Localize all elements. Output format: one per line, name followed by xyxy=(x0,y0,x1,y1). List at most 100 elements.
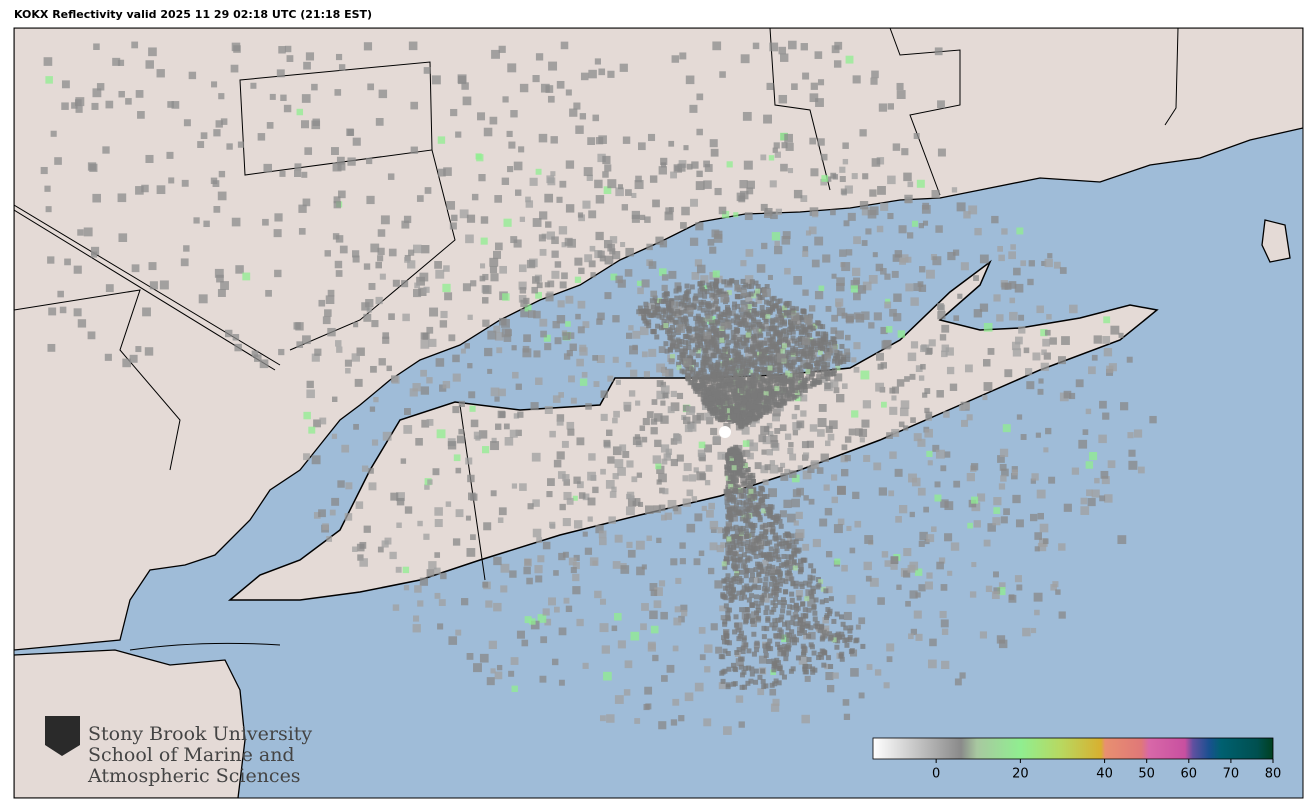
echo xyxy=(663,298,669,304)
echo xyxy=(294,163,302,171)
echo xyxy=(802,669,808,675)
echo xyxy=(338,64,346,71)
echo xyxy=(702,348,708,354)
echo xyxy=(497,517,504,523)
echo xyxy=(1100,470,1109,479)
echo xyxy=(825,362,831,368)
echo xyxy=(749,671,755,677)
echo xyxy=(480,263,486,269)
echo xyxy=(712,435,720,443)
echo xyxy=(384,537,392,545)
echo xyxy=(727,466,733,472)
echo xyxy=(636,566,645,576)
echo xyxy=(566,421,575,430)
echo xyxy=(804,675,811,682)
echo xyxy=(709,345,715,351)
echo xyxy=(753,505,759,511)
echo xyxy=(750,377,756,383)
echo xyxy=(828,596,834,602)
echo xyxy=(751,404,757,410)
echo xyxy=(811,568,817,574)
echo xyxy=(828,634,834,640)
echo xyxy=(756,355,762,361)
echo xyxy=(747,369,753,375)
echo xyxy=(841,564,848,572)
echo xyxy=(773,622,779,628)
echo xyxy=(792,430,799,436)
echo xyxy=(660,385,670,395)
echo xyxy=(92,193,101,203)
echo xyxy=(791,413,798,420)
echo xyxy=(771,326,777,332)
echo xyxy=(781,643,787,649)
echo xyxy=(770,528,776,534)
echo xyxy=(749,301,755,307)
echo xyxy=(526,577,533,585)
echo xyxy=(698,292,704,298)
echo xyxy=(934,494,942,502)
echo xyxy=(1023,347,1030,354)
echo xyxy=(753,668,759,674)
echo xyxy=(905,256,912,263)
echo xyxy=(769,322,775,328)
echo xyxy=(735,303,741,309)
echo xyxy=(765,524,773,533)
echo xyxy=(776,633,782,639)
echo xyxy=(694,259,703,267)
echo xyxy=(617,467,626,476)
echo xyxy=(314,348,322,356)
echo xyxy=(322,316,331,325)
echo xyxy=(913,433,922,442)
echo xyxy=(725,682,731,688)
echo xyxy=(1010,244,1016,250)
echo xyxy=(786,536,792,542)
echo xyxy=(698,441,706,449)
echo xyxy=(735,506,741,512)
echo xyxy=(864,535,874,544)
echo xyxy=(693,371,699,377)
echo xyxy=(792,640,798,646)
echo xyxy=(564,237,573,246)
echo xyxy=(740,649,746,655)
echo xyxy=(946,366,955,375)
echo xyxy=(811,650,817,656)
echo xyxy=(695,313,701,319)
echo xyxy=(565,160,575,169)
echo xyxy=(1071,467,1080,475)
echo xyxy=(515,189,522,196)
echo xyxy=(750,491,756,497)
echo xyxy=(493,602,502,612)
echo xyxy=(494,671,503,680)
echo xyxy=(770,305,776,311)
echo xyxy=(551,250,559,258)
echo xyxy=(697,391,703,397)
echo xyxy=(867,209,877,219)
echo xyxy=(650,418,658,425)
echo xyxy=(793,520,799,526)
echo xyxy=(992,517,1001,526)
echo xyxy=(820,324,826,330)
echo xyxy=(600,413,608,421)
echo xyxy=(785,340,791,346)
echo xyxy=(475,153,482,160)
echo xyxy=(926,572,933,579)
echo xyxy=(419,577,429,586)
echo xyxy=(769,552,775,558)
echo xyxy=(707,385,713,391)
echo xyxy=(744,294,753,303)
title: KOKX Reflectivity valid 2025 11 29 02:18… xyxy=(14,8,372,21)
echo xyxy=(506,130,513,138)
echo xyxy=(722,619,728,625)
echo xyxy=(729,487,735,493)
echo xyxy=(736,647,742,653)
echo xyxy=(760,425,770,435)
echo xyxy=(818,404,827,412)
echo xyxy=(674,343,680,349)
echo xyxy=(732,629,738,635)
echo xyxy=(692,415,701,424)
echo xyxy=(467,363,473,369)
echo xyxy=(781,343,787,349)
echo xyxy=(1068,392,1076,400)
echo xyxy=(771,413,781,422)
echo xyxy=(724,366,730,372)
